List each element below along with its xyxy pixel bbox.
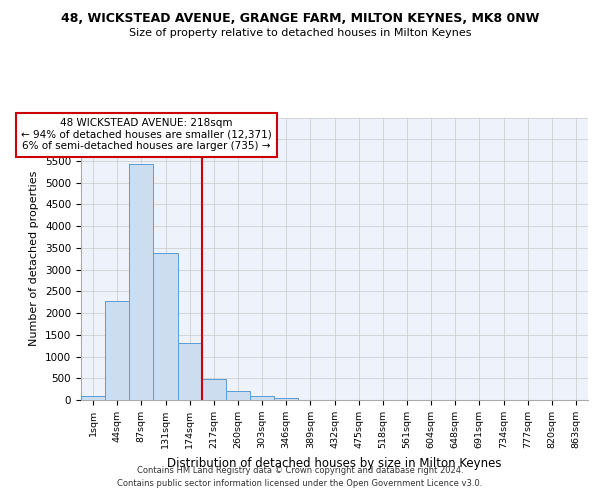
Bar: [81, 396, 105, 400]
Bar: [129, 164, 154, 400]
Bar: [105, 301, 129, 400]
Text: Size of property relative to detached houses in Milton Keynes: Size of property relative to detached ho…: [129, 28, 471, 38]
Bar: [274, 398, 298, 400]
Y-axis label: Number of detached properties: Number of detached properties: [29, 171, 40, 346]
X-axis label: Distribution of detached houses by size in Milton Keynes: Distribution of detached houses by size …: [167, 456, 502, 469]
Bar: [226, 392, 250, 400]
Text: 48, WICKSTEAD AVENUE, GRANGE FARM, MILTON KEYNES, MK8 0NW: 48, WICKSTEAD AVENUE, GRANGE FARM, MILTO…: [61, 12, 539, 26]
Bar: [250, 396, 274, 400]
Text: Contains HM Land Registry data © Crown copyright and database right 2024.
Contai: Contains HM Land Registry data © Crown c…: [118, 466, 482, 487]
Bar: [202, 379, 226, 400]
Text: 48 WICKSTEAD AVENUE: 218sqm
← 94% of detached houses are smaller (12,371)
6% of : 48 WICKSTEAD AVENUE: 218sqm ← 94% of det…: [21, 118, 272, 152]
Bar: [178, 343, 202, 400]
Bar: [154, 252, 178, 400]
